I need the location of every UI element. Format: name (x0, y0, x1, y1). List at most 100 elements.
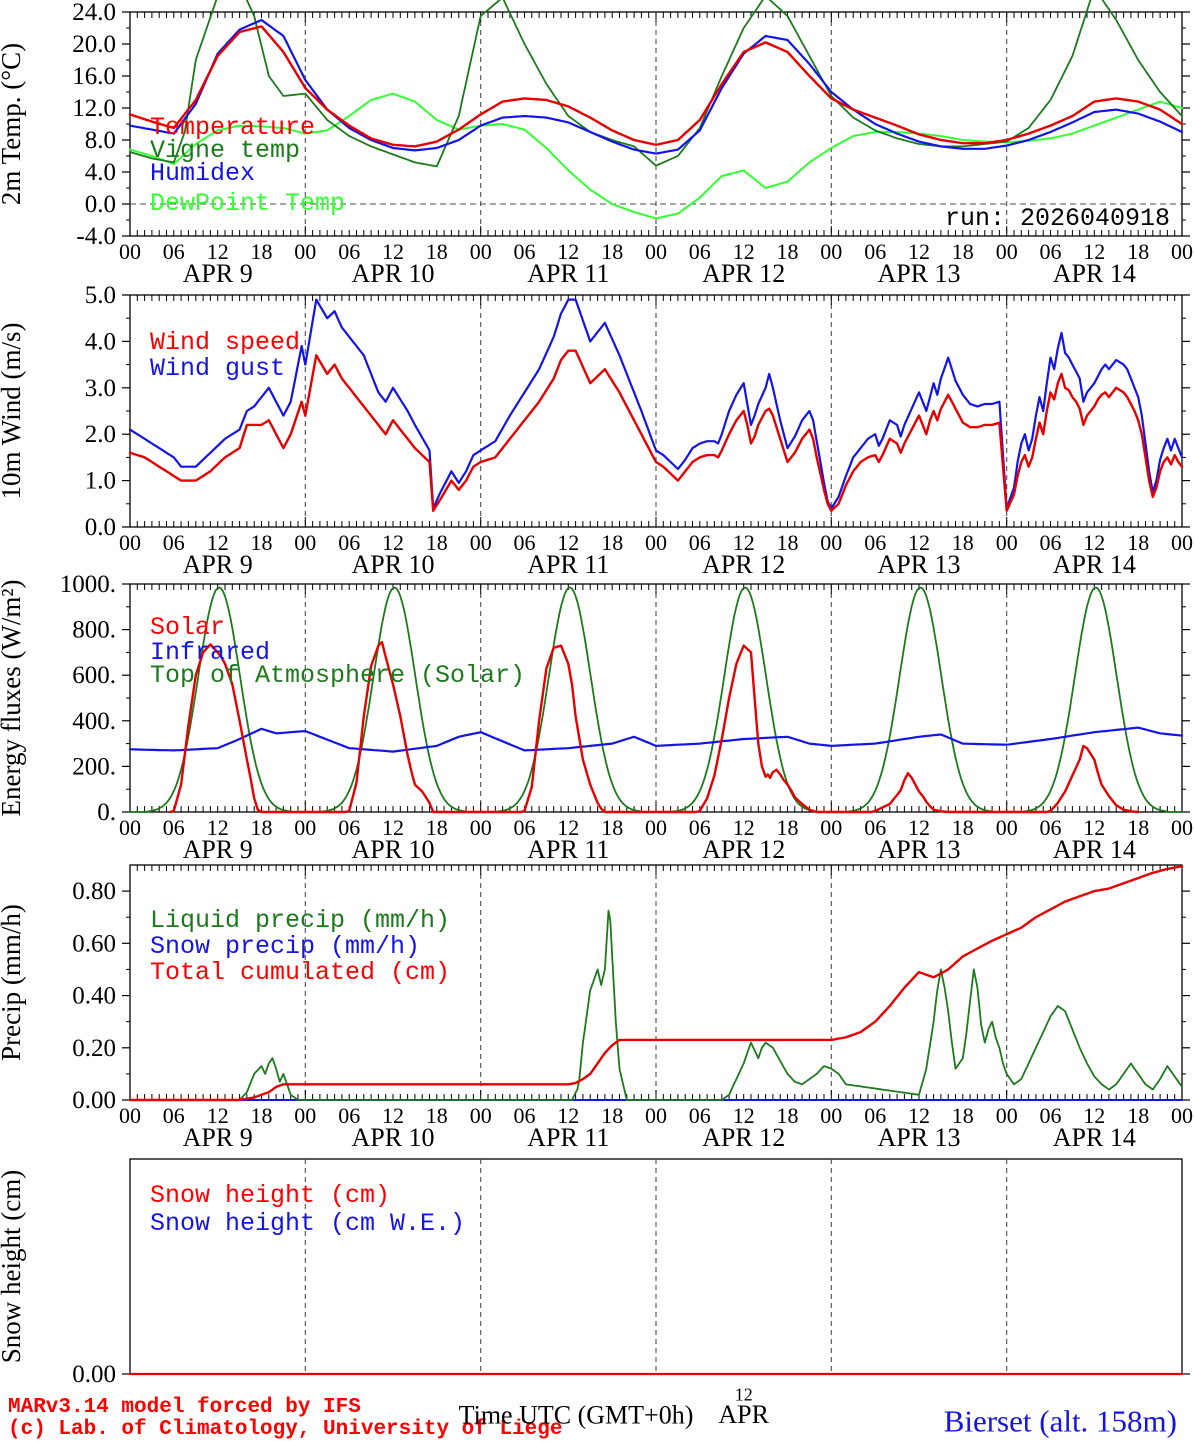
svg-text:MARv3.14 model forced by IFS: MARv3.14 model forced by IFS (8, 1396, 361, 1419)
svg-text:APR 10: APR 10 (351, 1123, 434, 1152)
svg-text:4.0: 4.0 (85, 328, 116, 355)
svg-text:APR 9: APR 9 (183, 1123, 253, 1152)
svg-text:00: 00 (119, 239, 141, 264)
svg-text:Snow precip (mm/h): Snow precip (mm/h) (150, 932, 420, 961)
svg-text:Time UTC (GMT+0h): Time UTC (GMT+0h) (459, 1401, 694, 1430)
svg-text:0.80: 0.80 (72, 878, 116, 905)
svg-text:4.0: 4.0 (85, 159, 116, 186)
svg-text:APR 9: APR 9 (183, 259, 253, 288)
svg-text:APR 14: APR 14 (1053, 550, 1136, 579)
svg-text:600.: 600. (72, 662, 116, 689)
svg-text:00: 00 (1171, 530, 1193, 555)
svg-text:00: 00 (820, 815, 842, 840)
svg-text:Precip (mm/h): Precip (mm/h) (0, 904, 26, 1061)
svg-text:run: 2026040918: run: 2026040918 (945, 204, 1170, 233)
svg-text:00: 00 (1171, 815, 1193, 840)
svg-text:16.0: 16.0 (72, 63, 116, 90)
svg-text:00: 00 (294, 1103, 316, 1128)
svg-text:0.60: 0.60 (72, 930, 116, 957)
svg-text:00: 00 (294, 815, 316, 840)
svg-text:Snow height (cm): Snow height (cm) (0, 1170, 26, 1363)
svg-text:0.: 0. (97, 799, 116, 826)
svg-text:00: 00 (1171, 239, 1193, 264)
svg-text:06: 06 (163, 239, 185, 264)
svg-text:8.0: 8.0 (85, 127, 116, 154)
svg-text:18: 18 (251, 239, 273, 264)
svg-text:00: 00 (645, 1103, 667, 1128)
svg-text:00: 00 (996, 815, 1018, 840)
svg-text:2m Temp. (°C): 2m Temp. (°C) (0, 43, 26, 205)
svg-text:APR 14: APR 14 (1053, 835, 1136, 864)
svg-text:00: 00 (1171, 1103, 1193, 1128)
svg-text:DewPoint Temp: DewPoint Temp (150, 189, 345, 218)
svg-text:00: 00 (996, 1103, 1018, 1128)
svg-text:00: 00 (645, 815, 667, 840)
svg-text:0.40: 0.40 (72, 983, 116, 1010)
svg-text:Total cumulated (cm): Total cumulated (cm) (150, 958, 450, 987)
svg-text:APR 10: APR 10 (351, 259, 434, 288)
svg-text:06: 06 (163, 1103, 185, 1128)
svg-text:Wind speed: Wind speed (150, 328, 300, 357)
svg-text:APR 11: APR 11 (527, 259, 609, 288)
svg-text:2.0: 2.0 (85, 421, 116, 448)
svg-text:Bierset (alt. 158m): Bierset (alt. 158m) (944, 1403, 1177, 1438)
svg-text:APR 11: APR 11 (527, 835, 609, 864)
svg-text:0.00: 0.00 (72, 1361, 116, 1388)
svg-text:00: 00 (645, 530, 667, 555)
svg-text:APR 13: APR 13 (877, 259, 960, 288)
svg-text:APR 12: APR 12 (702, 259, 785, 288)
svg-text:APR: APR (718, 1400, 769, 1429)
svg-text:1.0: 1.0 (85, 468, 116, 495)
svg-text:APR 14: APR 14 (1053, 1123, 1136, 1152)
svg-text:Snow height (cm): Snow height (cm) (150, 1181, 390, 1210)
svg-text:00: 00 (820, 239, 842, 264)
svg-text:12.0: 12.0 (72, 95, 116, 122)
svg-text:24.0: 24.0 (72, 0, 116, 26)
svg-text:10m Wind (m/s): 10m Wind (m/s) (0, 323, 26, 500)
svg-text:Energy fluxes (W/m²): Energy fluxes (W/m²) (0, 579, 26, 816)
svg-text:1000.: 1000. (60, 571, 116, 598)
svg-text:00: 00 (645, 239, 667, 264)
svg-text:00: 00 (470, 815, 492, 840)
svg-text:APR 12: APR 12 (702, 1123, 785, 1152)
svg-text:00: 00 (119, 815, 141, 840)
svg-text:0.0: 0.0 (85, 514, 116, 541)
svg-text:800.: 800. (72, 617, 116, 644)
svg-text:Humidex: Humidex (150, 159, 255, 188)
svg-text:APR 9: APR 9 (183, 550, 253, 579)
svg-text:00: 00 (820, 530, 842, 555)
svg-text:APR 10: APR 10 (351, 550, 434, 579)
svg-text:200.: 200. (72, 753, 116, 780)
svg-text:00: 00 (996, 530, 1018, 555)
svg-text:00: 00 (470, 530, 492, 555)
svg-text:APR 11: APR 11 (527, 550, 609, 579)
svg-text:0.20: 0.20 (72, 1035, 116, 1062)
svg-text:APR 13: APR 13 (877, 835, 960, 864)
svg-text:18: 18 (251, 1103, 273, 1128)
svg-text:0.0: 0.0 (85, 191, 116, 218)
svg-text:APR 12: APR 12 (702, 550, 785, 579)
svg-text:Liquid precip (mm/h): Liquid precip (mm/h) (150, 906, 450, 935)
svg-text:00: 00 (820, 1103, 842, 1128)
svg-text:00: 00 (996, 239, 1018, 264)
svg-text:00: 00 (470, 239, 492, 264)
svg-text:00: 00 (119, 1103, 141, 1128)
svg-text:APR 9: APR 9 (183, 835, 253, 864)
svg-text:18: 18 (251, 530, 273, 555)
svg-text:3.0: 3.0 (85, 375, 116, 402)
svg-text:Wind gust: Wind gust (150, 354, 285, 383)
svg-text:18: 18 (251, 815, 273, 840)
svg-text:APR 14: APR 14 (1053, 259, 1136, 288)
svg-text:-4.0: -4.0 (76, 223, 116, 250)
svg-text:400.: 400. (72, 708, 116, 735)
svg-text:00: 00 (470, 1103, 492, 1128)
svg-text:APR 11: APR 11 (527, 1123, 609, 1152)
svg-text:0.00: 0.00 (72, 1087, 116, 1114)
svg-text:00: 00 (119, 530, 141, 555)
svg-text:06: 06 (163, 530, 185, 555)
svg-text:5.0: 5.0 (85, 282, 116, 309)
svg-text:20.0: 20.0 (72, 31, 116, 58)
svg-text:APR 10: APR 10 (351, 835, 434, 864)
svg-text:APR 12: APR 12 (702, 835, 785, 864)
svg-text:00: 00 (294, 530, 316, 555)
